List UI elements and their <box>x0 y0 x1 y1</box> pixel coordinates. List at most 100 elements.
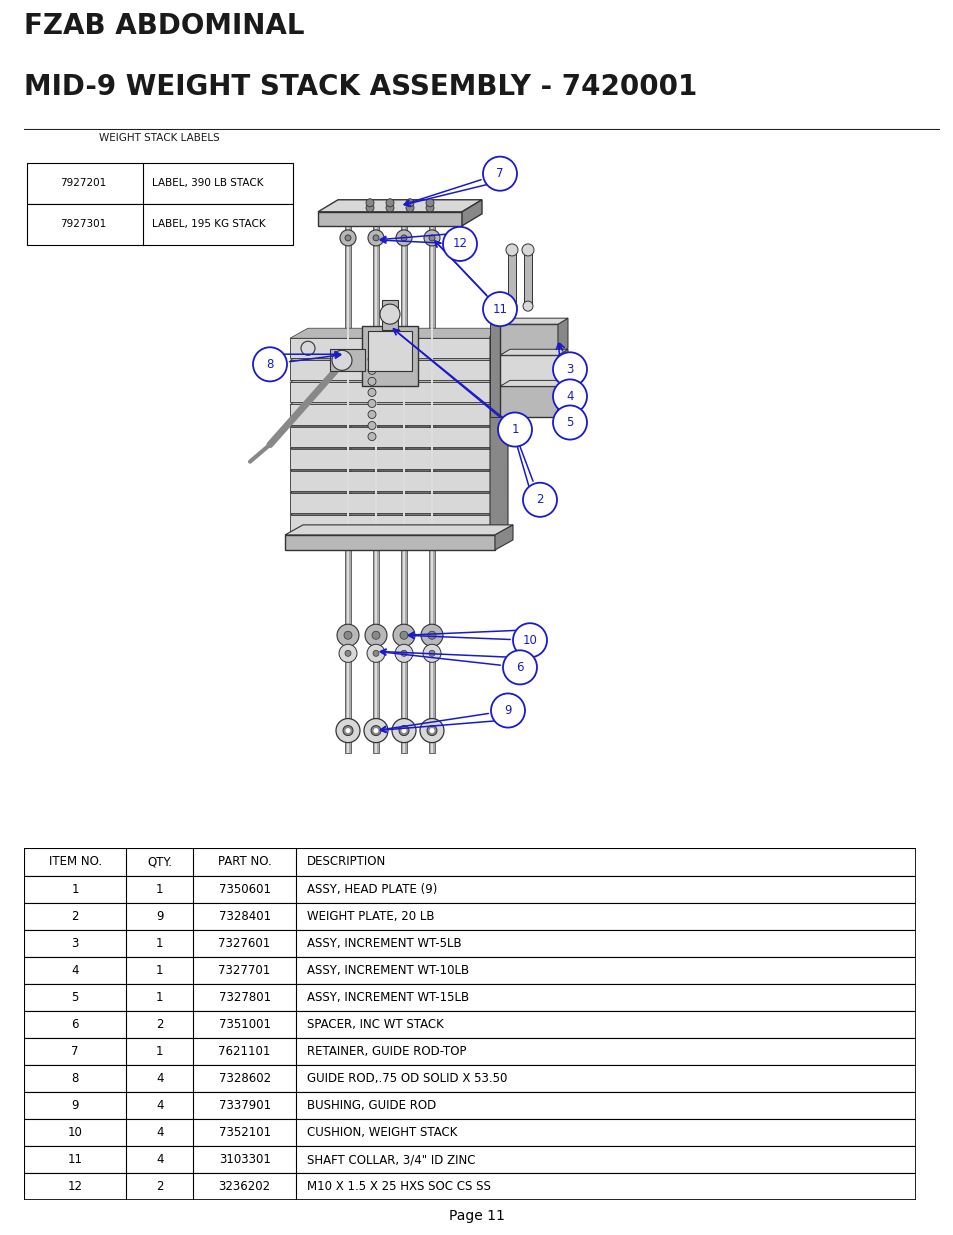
Circle shape <box>395 230 412 246</box>
Circle shape <box>372 631 379 640</box>
Text: 4: 4 <box>156 1153 164 1166</box>
Bar <box>431 226 433 752</box>
Circle shape <box>253 347 287 382</box>
Text: LABEL, 390 LB STACK: LABEL, 390 LB STACK <box>152 178 263 188</box>
Text: DESCRIPTION: DESCRIPTION <box>306 856 385 868</box>
Text: 1: 1 <box>156 936 164 950</box>
Bar <box>24 1146 915 1173</box>
Bar <box>24 903 915 930</box>
Text: ASSY, INCREMENT WT-15LB: ASSY, INCREMENT WT-15LB <box>306 990 468 1004</box>
Bar <box>24 1065 915 1092</box>
Circle shape <box>368 230 384 246</box>
Bar <box>523 254 532 304</box>
Bar <box>317 212 461 226</box>
Circle shape <box>368 389 375 396</box>
Circle shape <box>368 421 375 430</box>
Text: 2: 2 <box>71 910 79 923</box>
Text: 7328602: 7328602 <box>218 1072 271 1086</box>
Text: 12: 12 <box>452 237 467 251</box>
Text: 7: 7 <box>71 1045 79 1058</box>
Circle shape <box>513 624 546 657</box>
Polygon shape <box>290 351 507 361</box>
Text: WEIGHT STACK LABELS: WEIGHT STACK LABELS <box>99 133 220 143</box>
Bar <box>24 984 915 1011</box>
Polygon shape <box>290 505 507 515</box>
Text: 1: 1 <box>156 883 164 895</box>
Circle shape <box>338 645 356 662</box>
Circle shape <box>373 235 378 241</box>
Bar <box>290 471 490 490</box>
Circle shape <box>395 645 413 662</box>
Bar <box>400 226 407 752</box>
Bar <box>290 493 490 513</box>
Text: 4: 4 <box>566 390 573 403</box>
Bar <box>373 226 378 752</box>
Text: 3103301: 3103301 <box>218 1153 271 1166</box>
Text: 2: 2 <box>536 493 543 506</box>
Bar <box>290 405 490 425</box>
Circle shape <box>400 651 407 656</box>
Polygon shape <box>558 380 567 416</box>
Circle shape <box>406 204 414 212</box>
Circle shape <box>428 631 436 640</box>
Bar <box>285 535 495 550</box>
Bar <box>429 226 435 752</box>
Circle shape <box>374 729 378 734</box>
Polygon shape <box>317 200 481 212</box>
Text: SHAFT COLLAR, 3/4" ID ZINC: SHAFT COLLAR, 3/4" ID ZINC <box>306 1153 475 1166</box>
Text: QTY.: QTY. <box>147 856 172 868</box>
Circle shape <box>482 157 517 190</box>
Text: 8: 8 <box>71 1072 79 1086</box>
Text: 9: 9 <box>504 704 511 718</box>
Text: 3: 3 <box>566 363 573 375</box>
Bar <box>507 254 516 304</box>
Bar <box>24 1092 915 1119</box>
Circle shape <box>345 651 351 656</box>
Text: 7927201: 7927201 <box>60 178 107 188</box>
Circle shape <box>553 352 586 387</box>
Circle shape <box>427 726 436 736</box>
Polygon shape <box>290 394 507 405</box>
Bar <box>381 300 397 330</box>
Text: 7351001: 7351001 <box>218 1018 271 1031</box>
Text: M10 X 1.5 X 25 HXS SOC CS SS: M10 X 1.5 X 25 HXS SOC CS SS <box>306 1181 490 1193</box>
Bar <box>345 226 351 752</box>
Circle shape <box>419 719 443 742</box>
Circle shape <box>386 204 394 212</box>
Text: 6: 6 <box>71 1018 79 1031</box>
Text: 2: 2 <box>156 1181 164 1193</box>
Text: 2: 2 <box>156 1018 164 1031</box>
Circle shape <box>368 367 375 374</box>
Text: 6: 6 <box>516 661 523 674</box>
Text: 11: 11 <box>492 303 507 316</box>
Circle shape <box>442 227 476 261</box>
Circle shape <box>345 729 350 734</box>
Circle shape <box>367 645 385 662</box>
Circle shape <box>429 651 435 656</box>
Circle shape <box>368 399 375 408</box>
Circle shape <box>343 726 353 736</box>
Polygon shape <box>285 525 513 535</box>
Text: RETAINER, GUIDE ROD-TOP: RETAINER, GUIDE ROD-TOP <box>306 1045 466 1058</box>
Text: 7350601: 7350601 <box>218 883 271 895</box>
Polygon shape <box>495 525 513 550</box>
Bar <box>375 226 376 752</box>
Text: 1: 1 <box>156 990 164 1004</box>
Polygon shape <box>290 329 507 338</box>
Text: 3236202: 3236202 <box>218 1181 271 1193</box>
Text: 11: 11 <box>68 1153 83 1166</box>
Bar <box>499 387 558 416</box>
Circle shape <box>379 304 399 325</box>
Text: 10: 10 <box>68 1126 83 1139</box>
Text: 7327601: 7327601 <box>218 936 271 950</box>
Circle shape <box>371 726 380 736</box>
Circle shape <box>429 729 434 734</box>
Circle shape <box>522 483 557 516</box>
Bar <box>24 930 915 957</box>
Text: 7328401: 7328401 <box>218 910 271 923</box>
Circle shape <box>365 624 387 646</box>
Text: 1: 1 <box>156 1045 164 1058</box>
Bar <box>290 426 490 447</box>
Circle shape <box>368 356 375 363</box>
Circle shape <box>364 719 388 742</box>
